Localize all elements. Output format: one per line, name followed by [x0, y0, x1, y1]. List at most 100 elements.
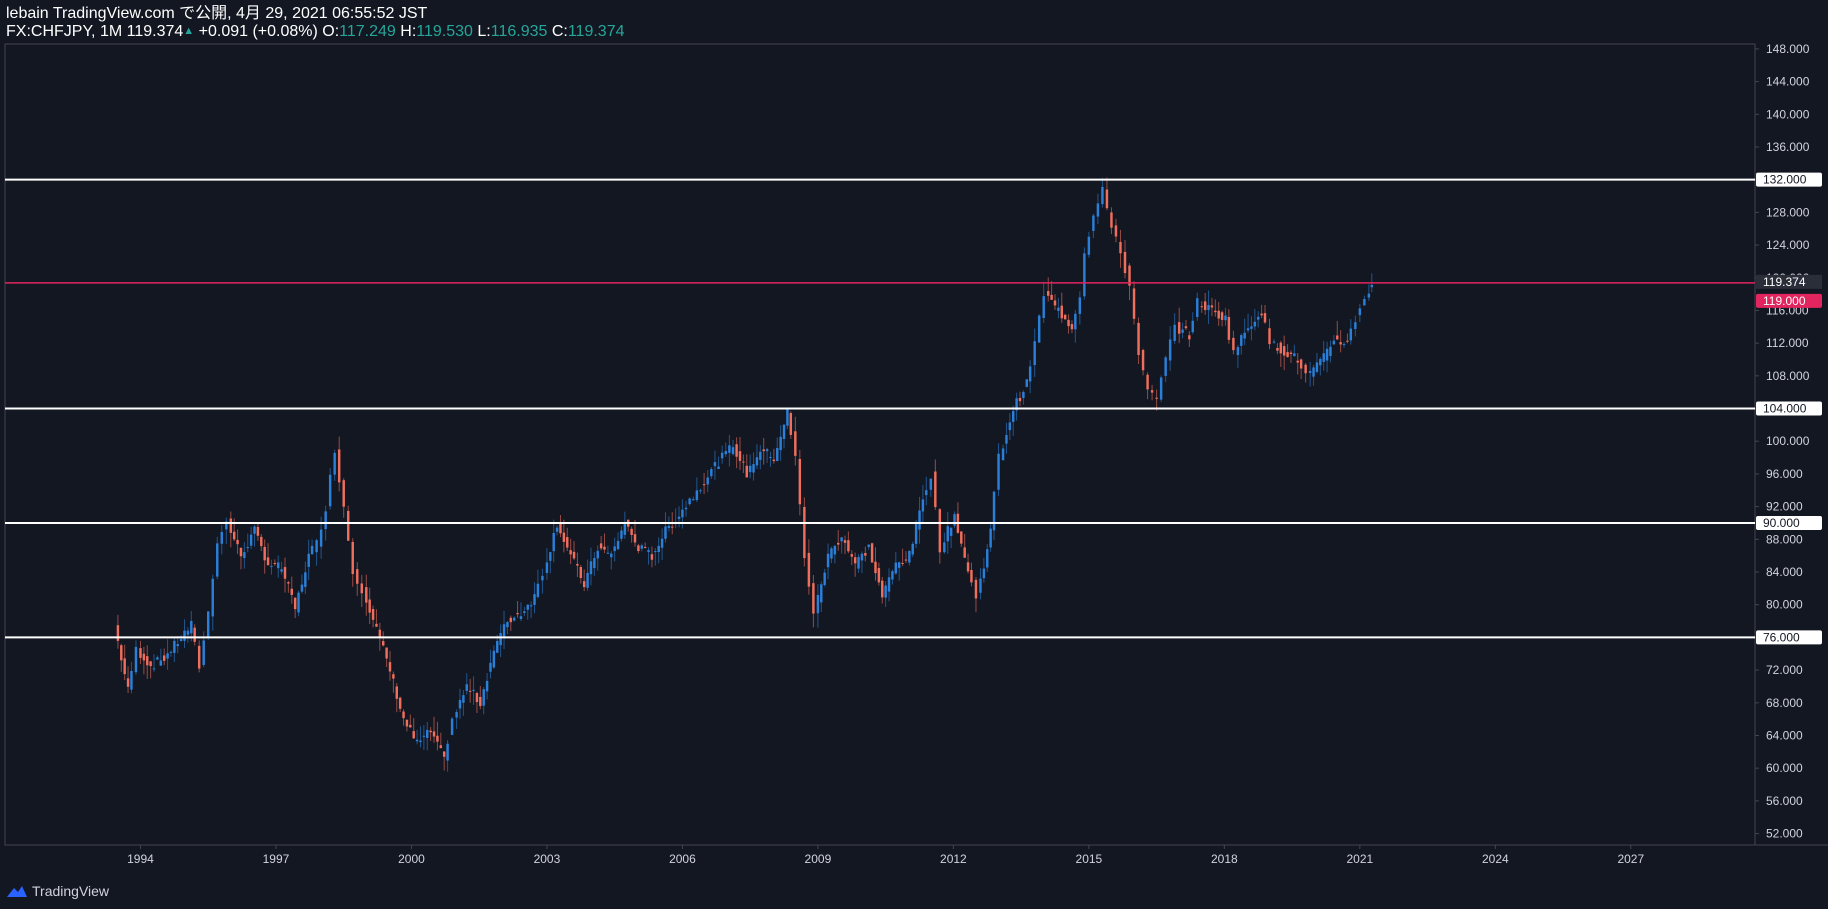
candle-body — [526, 604, 529, 610]
candle-body — [1354, 322, 1357, 330]
candle-body — [159, 660, 163, 666]
candle-body — [735, 444, 738, 457]
candle-body — [365, 587, 368, 603]
candle-body — [762, 449, 765, 452]
candle-body — [1101, 186, 1104, 205]
candle-body — [1022, 391, 1025, 399]
candle-body — [409, 724, 412, 728]
candle-body — [385, 647, 388, 659]
candle-body — [243, 552, 246, 558]
candle-body — [333, 452, 336, 475]
candle-body — [402, 711, 405, 719]
price-tick-label: 68.000 — [1766, 696, 1803, 710]
candle-body — [533, 594, 536, 605]
close-value: 119.374 — [567, 23, 625, 40]
candle-body — [123, 658, 126, 675]
candle-body — [610, 553, 613, 558]
candle-body — [280, 569, 283, 572]
candle-body — [1200, 306, 1203, 308]
candle-body — [315, 540, 318, 553]
symbol-label[interactable]: FX:CHFJPY, 1M — [6, 23, 123, 40]
candle-body — [552, 532, 555, 552]
candle-body — [392, 674, 395, 679]
candle-body — [197, 645, 201, 669]
candle-body — [633, 534, 637, 543]
candle-body — [502, 624, 506, 638]
candle-body — [176, 644, 179, 647]
price-tick-label: 72.000 — [1766, 663, 1803, 677]
candle-body — [606, 552, 610, 554]
candle-body — [1150, 390, 1154, 393]
candle-body — [1092, 215, 1095, 231]
candle-body — [1184, 326, 1188, 329]
price-tick-label: 96.000 — [1766, 467, 1803, 481]
candle-body — [499, 632, 502, 646]
candle-body — [134, 646, 138, 673]
candle-body — [667, 525, 671, 529]
candle-body — [342, 480, 345, 507]
price-label-box — [1756, 401, 1822, 416]
candle-body — [1074, 313, 1077, 330]
candle-body — [190, 620, 193, 634]
candle-body — [657, 545, 660, 553]
candle-body — [616, 540, 620, 550]
candle-body — [1168, 339, 1172, 361]
candle-body — [692, 499, 695, 501]
candle-body — [1132, 288, 1136, 319]
candle-body — [717, 466, 720, 470]
candle-body — [789, 413, 793, 435]
candle-body — [347, 510, 350, 541]
time-tick-label: 2012 — [940, 852, 967, 866]
candle-body — [506, 622, 509, 628]
price-change: +0.091 (+0.08%) — [198, 23, 318, 40]
candle-body — [826, 553, 830, 568]
candle-body — [925, 490, 928, 496]
tradingview-brand: TradingView — [32, 883, 110, 899]
candle-body — [1224, 315, 1227, 321]
candle-body — [847, 540, 850, 552]
candle-body — [837, 542, 840, 545]
candle-body — [660, 538, 664, 548]
candle-body — [728, 445, 731, 453]
price-tick-label: 140.000 — [1766, 107, 1810, 121]
candle-body — [1227, 316, 1231, 340]
candle-body — [643, 547, 647, 549]
candle-body — [225, 521, 228, 530]
candle-body — [126, 678, 130, 687]
candle-body — [742, 461, 745, 463]
candle-body — [1363, 298, 1366, 306]
candle-body — [664, 526, 667, 539]
low-value: 116.935 — [490, 23, 548, 40]
candle-body — [911, 543, 914, 555]
candle-body — [260, 536, 263, 547]
candle-body — [277, 562, 280, 569]
candle-body — [992, 491, 996, 531]
candle-body — [1315, 362, 1319, 372]
price-tick-label: 124.000 — [1766, 238, 1810, 252]
candle-body — [1087, 236, 1091, 255]
candle-body — [593, 558, 596, 569]
price-tick-label: 128.000 — [1766, 205, 1810, 219]
candle-body — [1346, 340, 1349, 342]
candle-body — [412, 731, 415, 739]
candle-body — [688, 498, 691, 505]
candle-body — [684, 507, 688, 510]
candle-body — [857, 556, 860, 569]
candle-body — [193, 627, 196, 642]
candle-body — [465, 684, 468, 691]
candle-body — [738, 451, 742, 461]
candle-body — [891, 571, 894, 580]
candle-body — [545, 562, 549, 573]
publish-info: lebain TradingView.com で公開, 4月 29, 2021 … — [6, 5, 428, 22]
tradingview-logo[interactable]: TradingView — [6, 880, 109, 902]
candle-body — [840, 537, 843, 542]
candle-body — [297, 592, 300, 613]
candle-body — [1110, 212, 1113, 228]
price-tick-label: 148.000 — [1766, 42, 1810, 56]
candle-body — [489, 662, 492, 672]
candle-body — [759, 451, 762, 460]
candle-body — [1181, 329, 1184, 333]
time-tick-label: 1994 — [127, 852, 154, 866]
time-tick-label: 2009 — [805, 852, 832, 866]
